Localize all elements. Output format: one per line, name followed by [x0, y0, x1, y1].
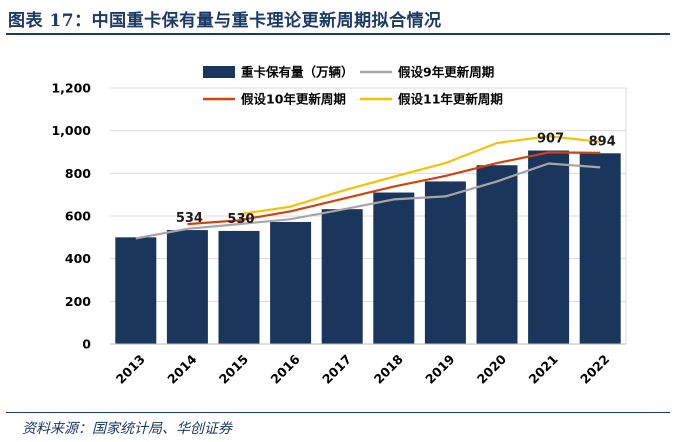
x-tick-label: 2018: [371, 352, 406, 387]
series-line-line11: [238, 135, 601, 216]
figure-title: 图表 17：中国重卡保有量与重卡理论更新周期拟合情况: [8, 11, 442, 31]
data-label-2022: 894: [589, 134, 616, 149]
legend-label: 假设10年更新周期: [241, 92, 346, 107]
x-tick-label: 2015: [216, 352, 251, 387]
x-tick-label: 2013: [113, 352, 148, 387]
x-tick-label: 2016: [268, 351, 303, 386]
y-tick-label: 600: [65, 209, 91, 224]
bar-2020: [476, 165, 518, 344]
bar-2022: [579, 153, 621, 344]
x-tick-label: 2022: [577, 352, 612, 387]
source-rule: [6, 412, 670, 413]
legend-label: 假设9年更新周期: [398, 65, 494, 80]
y-tick-label: 1,200: [51, 81, 91, 96]
title-rule: [6, 33, 670, 35]
bar-2013: [115, 237, 157, 344]
bar-2018: [373, 192, 415, 344]
y-tick-label: 400: [65, 251, 91, 266]
bar-2014: [166, 230, 208, 344]
bar-2017: [321, 209, 363, 344]
y-tick-label: 800: [65, 166, 91, 181]
y-tick-label: 200: [65, 294, 91, 309]
legend-label: 重卡保有量（万辆）: [241, 65, 354, 80]
bar-2019: [424, 181, 466, 344]
x-tick-label: 2021: [526, 352, 561, 387]
x-tick-label: 2020: [474, 351, 509, 386]
x-tick-label: 2019: [422, 352, 457, 387]
series-line-line9: [135, 162, 601, 240]
bar-2015: [218, 230, 260, 344]
x-tick-label: 2014: [164, 351, 199, 386]
data-label-2014: 534: [176, 211, 203, 226]
y-tick-label: 1,000: [51, 123, 91, 138]
series-line-line10: [187, 151, 601, 226]
bar-2021: [528, 150, 570, 344]
legend-label: 假设11年更新周期: [398, 92, 503, 107]
bar-2016: [270, 221, 312, 344]
y-tick-label: 0: [82, 337, 91, 352]
data-label-2015: 530: [227, 212, 254, 227]
source-note: 资料来源：国家统计局、华创证券: [22, 421, 232, 437]
legend-swatch-bars: [203, 66, 235, 78]
data-label-2021: 907: [537, 132, 564, 147]
x-tick-label: 2017: [319, 352, 354, 387]
